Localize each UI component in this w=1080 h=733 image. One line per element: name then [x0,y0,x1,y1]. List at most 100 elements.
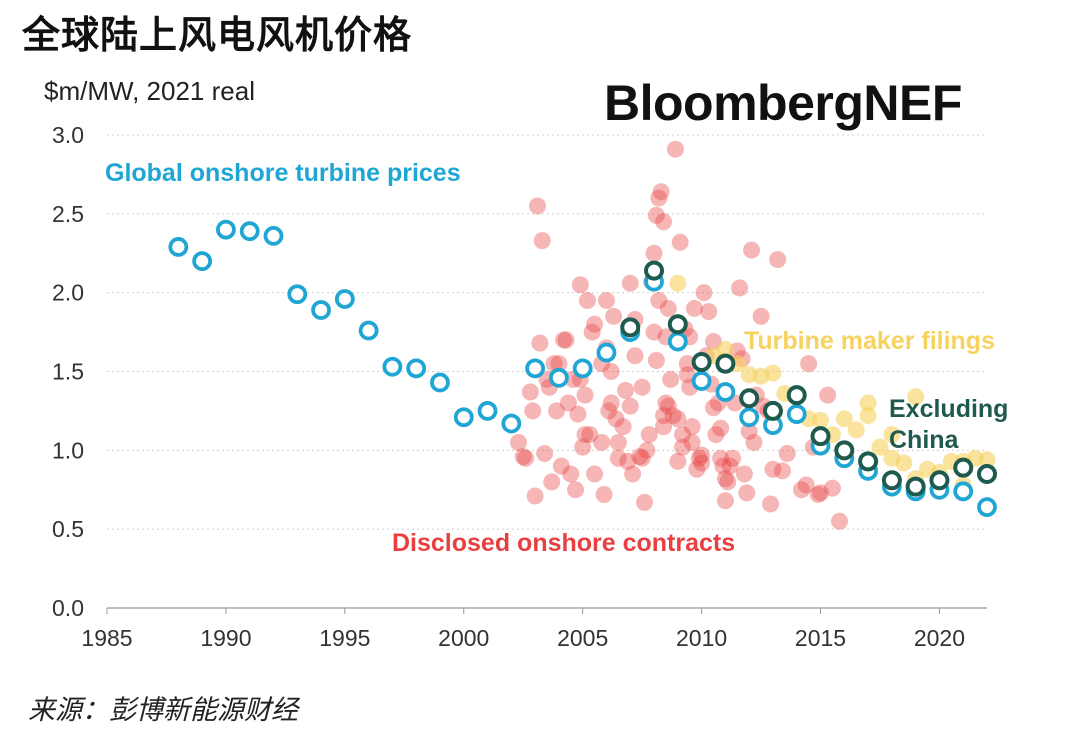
contract-point [662,370,680,388]
excluding-china-point [667,314,688,335]
contract-point [602,394,620,412]
contract-point [695,284,713,302]
contract-point [762,495,780,513]
contract-point [607,410,625,428]
contract-point [678,366,696,384]
contract-point [562,465,580,483]
global-price-point [501,413,522,434]
brand-logo: BloombergNEF [604,75,962,131]
global-price-point [216,219,236,240]
contract-point [657,394,675,412]
excluding-china-series [620,260,997,497]
contract-point [586,315,604,333]
contract-point [517,449,535,467]
contract-point [526,487,544,505]
excluding-china-point [810,426,831,447]
contract-point [633,378,651,396]
annotation-contracts: Disclosed onshore contracts [392,529,735,557]
contract-point [514,448,532,466]
contract-point [555,331,573,349]
contract-point [800,355,818,373]
annotations: Global onshore turbine prices Turbine ma… [105,159,1008,557]
global-price-point [667,331,688,352]
contract-point [683,433,701,451]
contract-point [636,493,654,511]
global-price-point [548,367,569,388]
global-price-point [596,342,617,363]
annotation-filings: Turbine maker filings [744,327,995,355]
contract-point [531,334,549,352]
contract-point [693,446,711,464]
global-price-point [239,221,260,242]
contract-point [752,307,770,325]
contract-point [586,465,604,483]
contract-point [773,462,791,480]
excluding-china-point [644,260,665,281]
filing-point [859,394,877,412]
contract-point [716,470,734,488]
contract-point [831,512,849,530]
contract-point [666,140,684,158]
contract-point [743,241,761,259]
y-tick-label: 0.0 [52,595,84,621]
contract-point [669,452,687,470]
contract-point [550,355,568,373]
annotation-excluding-china-line1: Excluding [889,395,1008,423]
global-price-point [334,289,355,309]
global-price-point [382,356,403,377]
contract-point [704,399,722,417]
contract-point [650,292,668,310]
global-price-point [715,382,736,402]
contract-point [712,419,730,437]
contract-point [664,407,682,425]
global-price-point [477,401,498,421]
global-price-point [977,497,997,517]
contract-point [638,441,656,459]
contract-point [578,292,596,310]
global-price-point [311,300,331,320]
contract-point [659,397,677,415]
contract-point [745,433,763,451]
contract-point [778,444,796,462]
contract-point [533,232,551,250]
global-price-point [691,371,712,391]
filing-point [669,274,687,292]
contract-point [714,457,732,475]
contract-point [735,465,753,483]
contract-point [574,438,592,456]
contract-point [712,449,730,467]
excluding-china-point [953,457,974,478]
y-tick-label: 2.0 [52,280,84,306]
excluding-china-point [762,400,783,421]
contract-point [609,449,627,467]
contract-point [764,460,782,478]
contract-point [548,402,566,420]
contract-point [552,457,570,475]
y-tick-label: 3.0 [52,122,84,148]
contract-point [671,233,689,251]
contract-point [674,438,692,456]
y-tick-label: 0.5 [52,516,84,542]
global-price-point [739,407,760,428]
contract-point [693,454,711,472]
global-price-point [406,358,427,379]
contract-point [655,407,673,425]
filing-point [978,451,996,469]
contract-point [631,448,649,466]
contract-point [624,465,642,483]
contract-point [690,449,708,467]
contract-point [567,481,585,499]
contract-point [655,418,673,436]
filing-point [895,454,913,472]
gridlines [107,134,987,530]
contract-point [543,473,561,491]
contract-point [738,484,756,502]
contract-point [605,307,623,325]
contract-point [581,426,599,444]
contract-point [559,394,577,412]
x-tick-label: 1985 [81,625,132,651]
y-tick-label: 1.5 [52,359,84,385]
x-tick-label: 2005 [557,625,608,651]
global-price-point [786,404,807,424]
excluding-china-point [715,353,736,374]
